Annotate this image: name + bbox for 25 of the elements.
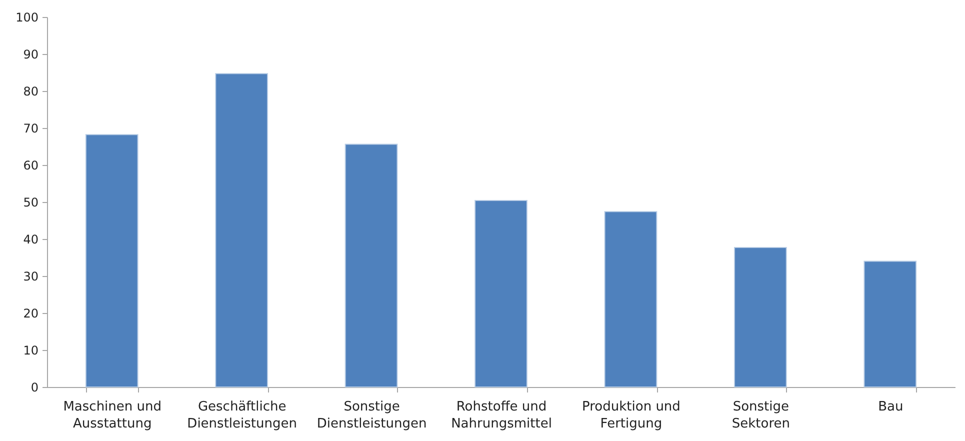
bar (344, 144, 398, 388)
y-tick-label: 20 (23, 306, 38, 320)
y-tick-label: 90 (23, 48, 38, 62)
x-tick-label: Produktion und Fertigung (582, 400, 680, 432)
y-tick-label: 30 (23, 270, 38, 284)
bar (604, 211, 658, 388)
bar (474, 200, 528, 388)
y-tick-label: 0 (30, 380, 38, 394)
y-tick-label: 70 (23, 122, 38, 136)
x-tick-label: Maschinen und Ausstattung (63, 400, 162, 432)
bar (864, 260, 917, 388)
y-tick-label: 80 (23, 84, 38, 98)
x-tick-label: Rohstoffe und Nahrungsmittel (451, 400, 552, 432)
y-tick-label: 60 (23, 158, 38, 172)
bar (215, 73, 268, 388)
y-tick-label: 50 (23, 196, 38, 210)
y-tick-label: 40 (23, 232, 38, 246)
bar (85, 134, 138, 388)
bar (734, 247, 787, 388)
x-tick-label: Geschäftliche Dienstleistungen (187, 400, 297, 432)
x-tick-label: Sonstige Dienstleistungen (316, 400, 427, 432)
y-tick-label: 100 (16, 10, 38, 24)
x-tick-label: Sonstige Sektoren (732, 400, 790, 432)
x-tick-label: Bau (878, 400, 904, 414)
y-tick-label: 10 (23, 344, 38, 358)
